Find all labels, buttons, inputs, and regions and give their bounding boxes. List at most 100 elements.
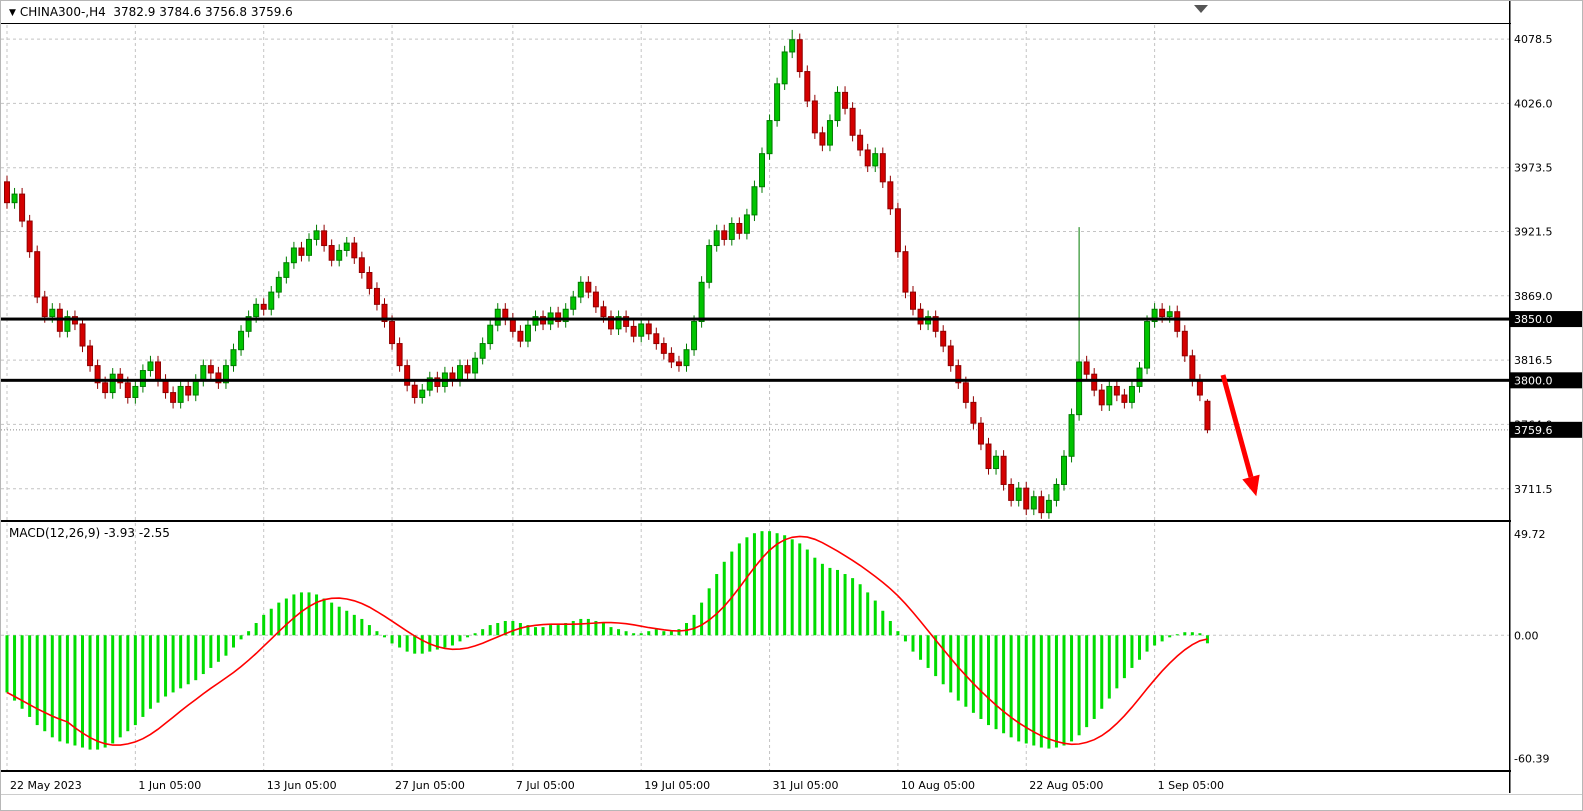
candle-body (94, 365, 101, 384)
macd-histogram-bar (1039, 635, 1043, 748)
header-separator (1, 23, 1582, 24)
macd-histogram-bar (398, 635, 402, 648)
candle-body (404, 365, 411, 386)
macd-histogram-bar (1070, 635, 1074, 742)
candle-body (1083, 361, 1090, 375)
symbol-info: ▼ CHINA300-,H4 3782.9 3784.6 3756.8 3759.… (9, 5, 293, 19)
candle-body (155, 361, 161, 381)
macd-histogram-bar (1190, 632, 1194, 636)
candle-body (585, 281, 592, 293)
macd-histogram-bar (216, 635, 220, 662)
price-level-line[interactable] (1, 378, 1509, 382)
candle-body (11, 193, 18, 204)
macd-histogram-bar (685, 623, 688, 636)
candle-body (993, 455, 1000, 470)
candle-body (910, 291, 916, 310)
macd-histogram-bar (579, 618, 583, 636)
candle-body (1068, 414, 1075, 457)
candle-body (759, 153, 765, 188)
macd-histogram-bar (836, 569, 839, 636)
macd-histogram-bar (224, 635, 228, 656)
macd-histogram-bar (315, 594, 319, 636)
x-axis-label: 22 May 2023 (10, 779, 82, 792)
price-axis[interactable] (1511, 1, 1583, 793)
panel-separator (1, 770, 1582, 772)
candle-body (577, 281, 584, 298)
symbol-dropdown-icon[interactable]: ▼ (9, 8, 16, 18)
macd-histogram-bar (843, 574, 847, 636)
macd-histogram-bar (1017, 635, 1021, 742)
macd-histogram-bar (330, 602, 334, 636)
trend-arrow-head[interactable] (1242, 474, 1260, 497)
candle-body (962, 382, 969, 403)
macd-histogram-bar (632, 633, 636, 636)
candle-body (1113, 385, 1120, 396)
macd-histogram-bar (148, 635, 152, 709)
trend-arrow[interactable] (1220, 374, 1254, 478)
macd-indicator-label: MACD(12,26,9) -3.93 -2.55 (9, 526, 170, 540)
macd-histogram-bar (390, 635, 394, 644)
candle-body (1076, 361, 1083, 416)
macd-histogram-bar (601, 623, 605, 636)
macd-histogram-bar (254, 623, 258, 636)
macd-histogram-bar (1054, 635, 1058, 748)
main-chart-plot[interactable] (1, 25, 1509, 520)
macd-histogram-bar (367, 625, 371, 636)
macd-histogram-bar (1122, 635, 1126, 679)
candle-body (1181, 330, 1188, 357)
macd-histogram-bar (435, 635, 439, 650)
macd-histogram-bar (1115, 635, 1119, 689)
candle-body (200, 365, 207, 381)
macd-histogram-bar (1183, 632, 1187, 636)
candle-body (789, 39, 796, 53)
candle-body (660, 343, 667, 354)
macd-histogram-bar (171, 635, 175, 693)
candle-body (615, 316, 622, 330)
candle-body (1038, 496, 1045, 514)
macd-histogram-bar (1100, 635, 1104, 709)
candle-body (479, 343, 486, 359)
candle-body (826, 120, 833, 146)
macd-histogram-bar (881, 610, 885, 636)
price-level-line[interactable] (1, 317, 1509, 321)
macd-histogram-bar (511, 620, 515, 636)
candle-body (49, 308, 56, 318)
y-axis-label: 3816.5 (1514, 354, 1553, 367)
candle-body (1030, 496, 1037, 510)
candle-body (849, 107, 856, 136)
macd-histogram-bar (896, 631, 900, 636)
macd-histogram-bar (1024, 635, 1028, 744)
x-axis-label: 1 Jun 05:00 (138, 779, 201, 792)
macd-histogram-bar (96, 635, 100, 750)
candle-body (487, 324, 494, 345)
macd-histogram-bar (692, 614, 696, 636)
candle-body (532, 316, 539, 326)
macd-histogram-bar (594, 620, 598, 636)
candle-body (275, 276, 282, 293)
macd-histogram-bar (752, 533, 756, 636)
macd-histogram-bar (164, 635, 168, 697)
candle-body (19, 193, 26, 222)
macd-histogram-bar (873, 600, 877, 636)
candle-body (555, 312, 562, 323)
macd-histogram-bar (541, 627, 545, 636)
chart-object-marker[interactable] (1194, 5, 1208, 13)
macd-histogram-bar (443, 635, 447, 648)
candle-body (1136, 367, 1143, 387)
candle-body (1015, 487, 1022, 501)
macd-histogram-bar (1009, 635, 1013, 738)
candle-body (109, 373, 116, 394)
candle-body (238, 330, 245, 351)
candle-body (102, 382, 109, 394)
candle-body (879, 153, 886, 183)
candle-body (623, 316, 630, 327)
macd-histogram-bar (911, 635, 915, 652)
candle-body (351, 242, 358, 259)
candle-body (1098, 389, 1105, 406)
candle-body (668, 352, 675, 363)
candle-body (947, 345, 954, 367)
macd-histogram-bar (903, 635, 907, 642)
candle-body (396, 343, 403, 367)
price-level-label: 3800.0 (1514, 374, 1553, 387)
